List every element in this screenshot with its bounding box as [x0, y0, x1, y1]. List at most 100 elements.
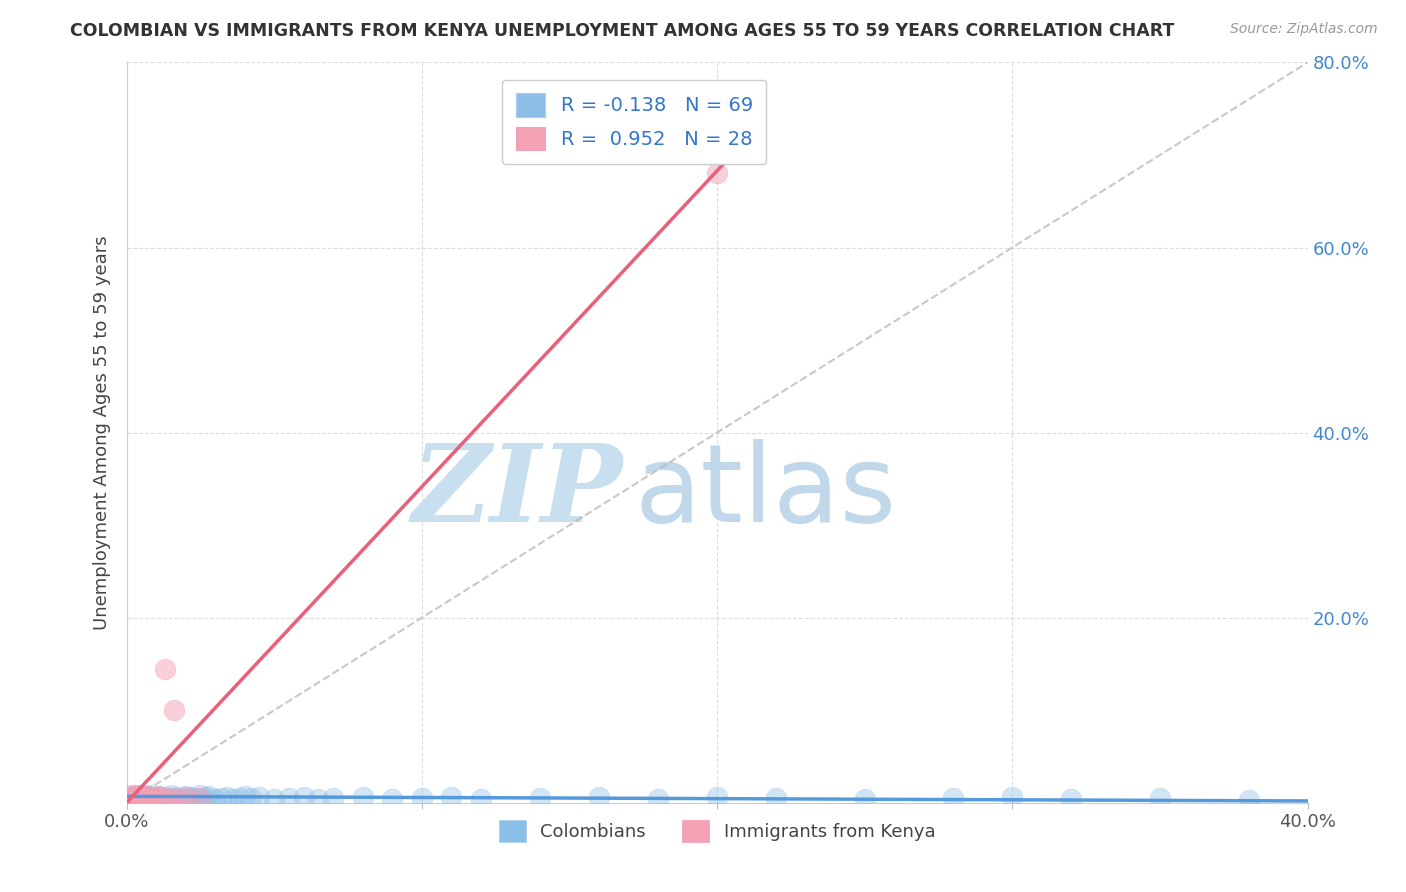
Y-axis label: Unemployment Among Ages 55 to 59 years: Unemployment Among Ages 55 to 59 years: [93, 235, 111, 630]
Point: [308, 792, 330, 806]
Point: [163, 792, 186, 806]
Point: [228, 791, 250, 805]
Point: [853, 792, 876, 806]
Point: [1060, 792, 1083, 806]
Point: [127, 789, 149, 804]
Point: [129, 791, 153, 805]
Point: [765, 791, 787, 805]
Point: [1001, 790, 1024, 805]
Point: [121, 789, 143, 803]
Text: ZIP: ZIP: [411, 439, 623, 545]
Point: [174, 790, 197, 805]
Point: [239, 791, 262, 805]
Point: [153, 662, 176, 676]
Point: [148, 791, 170, 805]
Point: [118, 790, 141, 805]
Point: [129, 789, 153, 803]
Point: [188, 789, 212, 803]
Point: [186, 791, 208, 805]
Point: [381, 792, 404, 806]
Point: [706, 166, 728, 180]
Point: [136, 793, 159, 807]
Point: [166, 790, 188, 805]
Point: [134, 792, 156, 806]
Point: [139, 791, 162, 805]
Point: [136, 789, 159, 804]
Point: [124, 793, 146, 807]
Point: [142, 792, 165, 806]
Point: [150, 792, 173, 806]
Point: [150, 791, 173, 805]
Point: [263, 792, 285, 806]
Text: COLOMBIAN VS IMMIGRANTS FROM KENYA UNEMPLOYMENT AMONG AGES 55 TO 59 YEARS CORREL: COLOMBIAN VS IMMIGRANTS FROM KENYA UNEMP…: [70, 22, 1174, 40]
Point: [121, 792, 143, 806]
Point: [1237, 793, 1260, 807]
Point: [134, 790, 156, 805]
Point: [156, 793, 179, 807]
Point: [193, 792, 215, 806]
Point: [169, 793, 191, 807]
Point: [124, 789, 146, 803]
Legend: Colombians, Immigrants from Kenya: Colombians, Immigrants from Kenya: [492, 813, 942, 849]
Text: atlas: atlas: [634, 439, 897, 545]
Point: [440, 790, 463, 805]
Point: [174, 789, 197, 804]
Point: [145, 792, 167, 806]
Point: [529, 791, 551, 805]
Point: [127, 789, 149, 804]
Point: [195, 790, 218, 805]
Point: [177, 792, 200, 806]
Point: [136, 789, 159, 804]
Point: [411, 791, 433, 805]
Point: [160, 789, 183, 803]
Point: [180, 790, 202, 805]
Point: [121, 792, 143, 806]
Point: [148, 789, 170, 804]
Point: [142, 790, 165, 805]
Point: [121, 789, 143, 804]
Point: [172, 791, 194, 805]
Point: [156, 793, 179, 807]
Point: [183, 793, 205, 807]
Point: [153, 790, 176, 805]
Point: [706, 790, 728, 805]
Point: [278, 791, 301, 805]
Point: [139, 791, 162, 805]
Point: [127, 792, 149, 806]
Point: [222, 792, 245, 806]
Point: [145, 790, 167, 805]
Point: [249, 790, 271, 805]
Point: [118, 793, 141, 807]
Point: [233, 789, 256, 804]
Point: [188, 791, 212, 805]
Point: [163, 703, 186, 717]
Point: [129, 793, 153, 807]
Point: [1149, 791, 1171, 805]
Point: [942, 791, 965, 805]
Point: [647, 792, 669, 806]
Point: [129, 789, 153, 803]
Point: [470, 792, 492, 806]
Point: [322, 791, 344, 805]
Point: [160, 791, 183, 805]
Point: [129, 793, 153, 807]
Point: [134, 790, 156, 805]
Point: [145, 793, 167, 807]
Point: [169, 792, 191, 806]
Point: [588, 790, 610, 805]
Point: [124, 791, 146, 805]
Point: [118, 793, 141, 807]
Point: [148, 789, 170, 804]
Point: [215, 790, 238, 805]
Point: [209, 791, 232, 805]
Point: [124, 790, 146, 805]
Point: [198, 789, 221, 804]
Point: [134, 792, 156, 806]
Point: [292, 790, 315, 805]
Point: [118, 791, 141, 805]
Point: [352, 790, 374, 805]
Point: [129, 791, 153, 805]
Point: [204, 792, 226, 806]
Point: [136, 793, 159, 807]
Point: [139, 789, 162, 803]
